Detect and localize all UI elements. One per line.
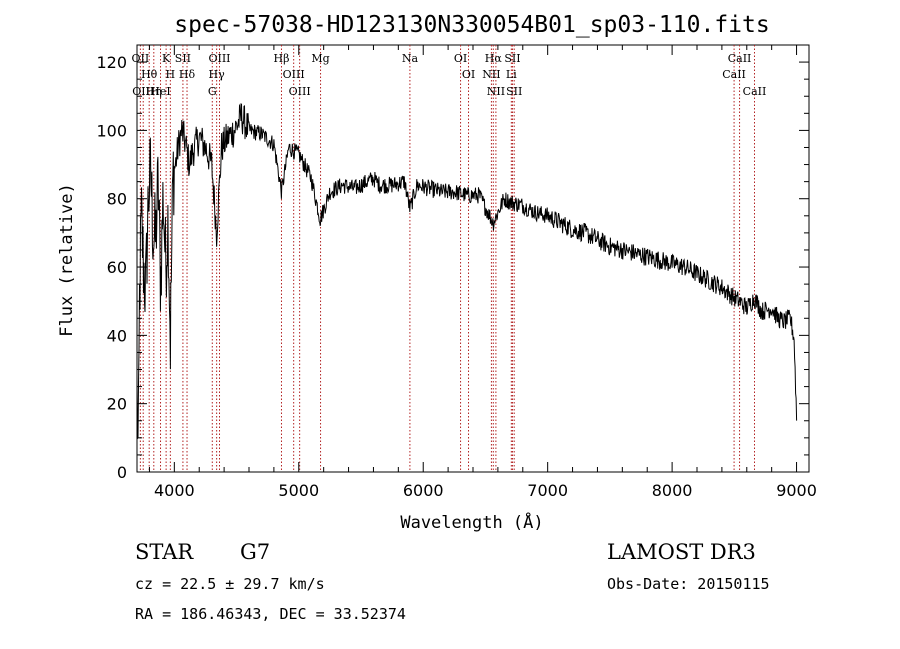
y-tick-label: 120 xyxy=(96,53,127,72)
survey-name: LAMOST DR3 xyxy=(607,540,756,564)
line-marker-label: OI xyxy=(454,52,467,65)
x-axis-ticks: 4000 5000 6000 7000 8000 9000 xyxy=(148,45,817,500)
object-subclass: G7 xyxy=(240,540,270,564)
line-marker-label: NII xyxy=(482,68,500,81)
x-axis-label: Wavelength (Å) xyxy=(400,511,543,533)
line-marker-label: NII xyxy=(487,85,505,98)
line-marker-label: Na xyxy=(402,52,419,65)
line-marker-label: Hθ xyxy=(141,68,158,81)
object-class: STAR xyxy=(135,540,194,564)
y-axis-ticks: 0 20 40 60 80 100 120 xyxy=(96,44,809,482)
line-marker-label: OI xyxy=(462,68,475,81)
line-marker-label: Hδ xyxy=(179,68,196,81)
velocity-text: cz = 22.5 ± 29.7 km/s xyxy=(135,575,325,593)
x-tick-label: 8000 xyxy=(652,481,693,500)
spectral-line-markers xyxy=(139,45,755,472)
x-tick-label: 6000 xyxy=(403,481,444,500)
line-marker-label: HeI xyxy=(150,85,170,98)
line-marker-label: CaII xyxy=(722,68,746,81)
coordinates-text: RA = 186.46343, DEC = 33.52374 xyxy=(135,605,406,623)
y-tick-label: 0 xyxy=(117,463,127,482)
line-marker-label: Mg xyxy=(311,52,329,65)
x-tick-label: 4000 xyxy=(154,481,195,500)
line-marker-label: OIII xyxy=(132,85,154,98)
line-marker-label: CaII xyxy=(743,85,767,98)
spectrum-line xyxy=(136,102,798,439)
y-tick-label: 60 xyxy=(107,258,127,277)
line-marker-label: OIII xyxy=(283,68,305,81)
x-tick-label: 7000 xyxy=(527,481,568,500)
line-marker-label: OII xyxy=(132,52,150,65)
line-marker-label: Hα xyxy=(485,52,503,65)
y-tick-label: 100 xyxy=(96,121,127,140)
line-marker-label: K xyxy=(162,52,171,65)
y-tick-label: 40 xyxy=(107,326,127,345)
obs-date-text: Obs-Date: 20150115 xyxy=(607,575,770,593)
plot-area-frame xyxy=(136,44,810,473)
line-marker-label: H xyxy=(166,68,176,81)
line-marker-label: SII xyxy=(506,85,522,98)
line-marker-label: G xyxy=(208,85,217,98)
line-marker-label: OIII xyxy=(208,52,230,65)
y-tick-label: 80 xyxy=(107,190,127,209)
y-tick-label: 20 xyxy=(107,395,127,414)
x-tick-label: 5000 xyxy=(278,481,319,500)
spectral-line-labels: OIIHθOIIIHηHeIKHSIIHδOIIIHγGHβOIIIOIIIMg… xyxy=(132,52,767,98)
line-marker-label: CaII xyxy=(728,52,752,65)
line-marker-label: Hη xyxy=(146,85,162,98)
x-tick-label: 9000 xyxy=(776,481,817,500)
line-marker-label: Hγ xyxy=(209,68,226,81)
line-marker-label: Hβ xyxy=(274,52,290,65)
line-marker-label: SII xyxy=(175,52,191,65)
line-marker-label: OIII xyxy=(289,85,311,98)
line-marker-label: SII xyxy=(504,52,520,65)
y-axis-label: Flux (relative) xyxy=(57,183,77,337)
chart-title: spec-57038-HD123130N330054B01_sp03-110.f… xyxy=(174,12,769,38)
line-marker-label: Li xyxy=(506,68,517,81)
